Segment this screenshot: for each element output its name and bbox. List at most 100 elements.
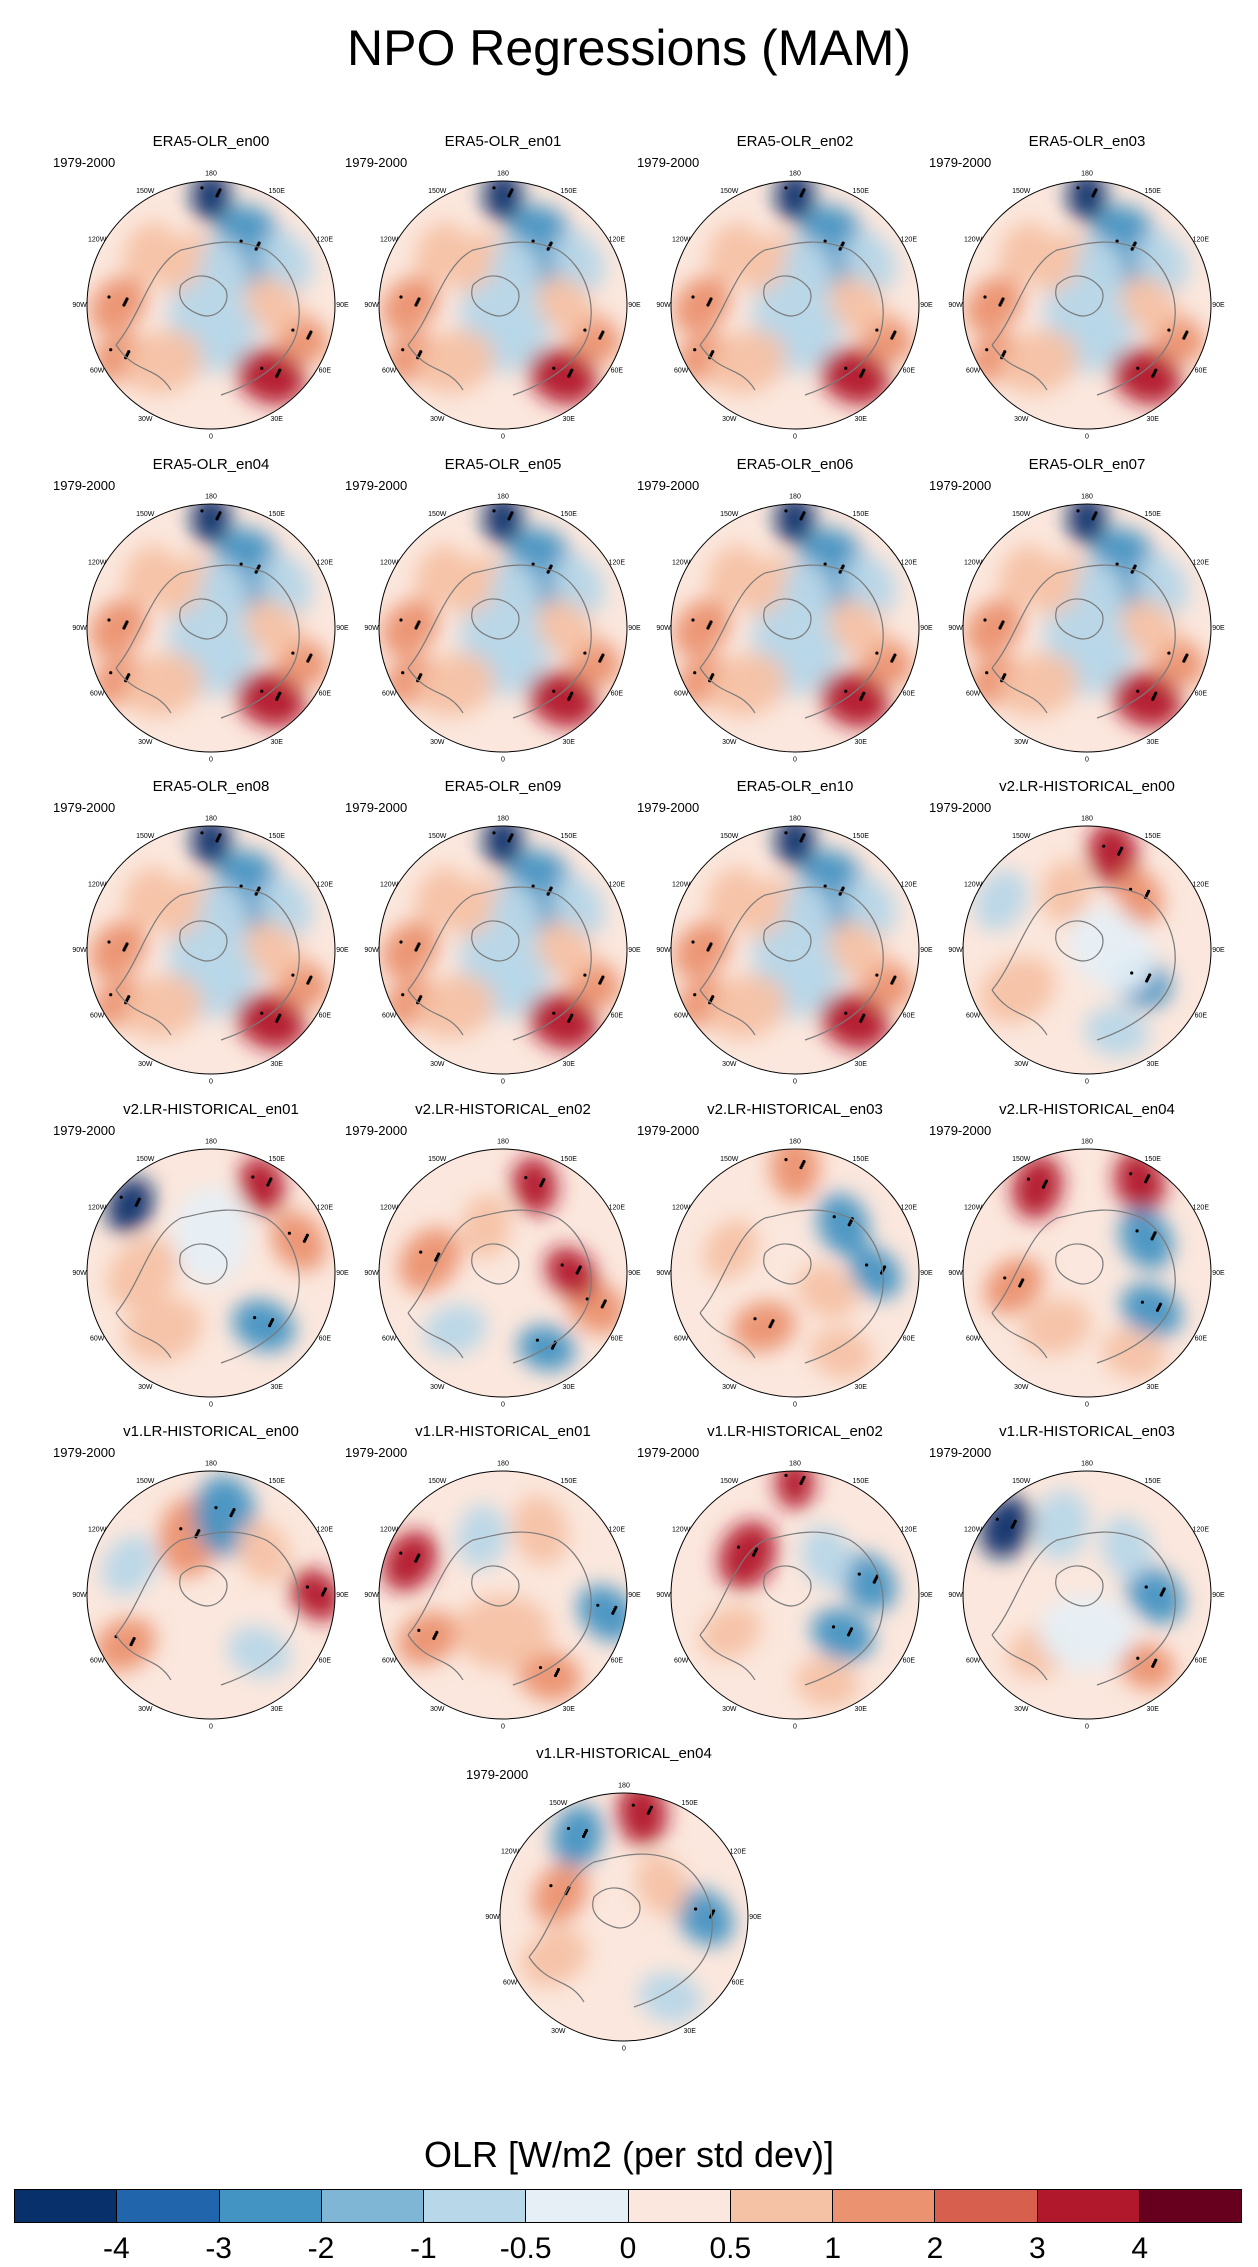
coastline: [991, 1209, 1176, 1364]
anomaly-region: [398, 1227, 461, 1293]
polar-map: 180 150E 120E 90E 60E 30E 0 30W 60W 90W 120W 150W: [485, 1783, 762, 2053]
longitude-label: 180: [789, 816, 801, 823]
map-border: [86, 503, 336, 753]
longitude-label: 60E: [1195, 1658, 1208, 1665]
map-border: [378, 1148, 628, 1398]
polar-map: 180 150E 120E 90E 60E 30E 0 30W 60W 90W 120W 150W: [364, 1461, 641, 1731]
significance-dot: [122, 303, 126, 307]
significance-dot: [646, 1811, 650, 1815]
anomaly-region: [700, 1605, 762, 1660]
longitude-label: 120W: [380, 559, 399, 566]
longitude-label: 0: [793, 1723, 797, 1730]
longitude-label: 60E: [319, 1013, 332, 1020]
significance-dot: [1026, 1177, 1030, 1181]
significance-dot: [890, 981, 894, 985]
panel-period: 1979-2000: [345, 155, 408, 170]
longitude-label: 120E: [901, 559, 918, 566]
significance-dot: [254, 892, 258, 896]
significance-dot: [546, 892, 550, 896]
map-panel: v1.LR-HISTORICAL_en04 180 150E 120E 90E 60E 30…: [466, 1745, 770, 2063]
longitude-label: 150E: [1145, 1478, 1162, 1485]
anomaly-region: [483, 504, 523, 545]
longitude-label: 120E: [317, 881, 334, 888]
anomaly-region: [454, 1595, 552, 1670]
significance-dot: [998, 626, 1002, 630]
longitude-label: 60E: [319, 691, 332, 698]
significance-dot: [546, 570, 550, 574]
anomaly-region: [191, 504, 231, 545]
polar-map: 180 150E 120E 90E 60E 30E 0 30W 60W 90W 120W 150W: [364, 1139, 641, 1409]
longitude-label: 150W: [1012, 1156, 1031, 1163]
longitude-label: 30W: [1014, 1061, 1029, 1068]
map-border: [962, 825, 1212, 1075]
significance-dot: [631, 1803, 635, 1807]
longitude-label: 30E: [562, 739, 575, 746]
anomaly-region: [490, 238, 541, 303]
map-border: [670, 1470, 920, 1720]
longitude-label: 60E: [732, 1980, 745, 1987]
significance-dot: [401, 993, 405, 997]
panel-period: 1979-2000: [345, 478, 408, 493]
longitude-label: 150E: [682, 1800, 699, 1807]
significance-dot: [291, 973, 295, 977]
longitude-label: 150E: [853, 1478, 870, 1485]
anomaly-region: [1119, 1208, 1173, 1270]
anomaly-region: [1112, 670, 1182, 728]
anomaly-region: [123, 1297, 203, 1363]
longitude-label: 90W: [72, 947, 87, 954]
map-panel: v1.LR-HISTORICAL_en02 180 150E 120E 90E 60E 30…: [637, 1423, 941, 1741]
coastline: [991, 241, 1176, 396]
map-panel: v1.LR-HISTORICAL_en00 180 150E 120E 90E 60E 30…: [53, 1423, 357, 1741]
map-border: [962, 1148, 1212, 1398]
longitude-label: 120W: [380, 1204, 399, 1211]
longitude-label: 60W: [966, 1658, 981, 1665]
longitude-label: 90E: [920, 947, 933, 954]
significance-dot: [275, 374, 279, 378]
anomaly-region: [512, 1495, 569, 1566]
anomaly-region: [706, 545, 760, 608]
panel-period: 1979-2000: [637, 1123, 700, 1138]
longitude-label: 90W: [656, 947, 671, 954]
map-panel: v2.LR-HISTORICAL_en04 180 150E 120E 90E 60E 30…: [929, 1101, 1233, 1419]
longitude-label: 30E: [562, 416, 575, 423]
map-border: [962, 180, 1212, 430]
polar-map: 180 150E 120E 90E 60E 30E 0 30W 60W 90W 120W 150W: [656, 171, 933, 441]
significance-dot: [823, 562, 827, 566]
panel-title: ERA5-OLR_en07: [1028, 456, 1146, 473]
significance-dot: [1144, 1585, 1148, 1589]
anomaly-region: [843, 876, 898, 938]
longitude-label: 150E: [1145, 188, 1162, 195]
significance-dot: [567, 374, 571, 378]
longitude-label: 60W: [674, 1658, 689, 1665]
longitude-label: 120W: [501, 1848, 520, 1855]
longitude-label: 150W: [136, 511, 155, 518]
significance-dot: [414, 1559, 418, 1563]
anomaly-region: [236, 347, 306, 405]
longitude-label: 90W: [948, 302, 963, 309]
longitude-label: 90W: [948, 1270, 963, 1277]
significance-dot: [306, 981, 310, 985]
longitude-label: 30E: [854, 416, 867, 423]
significance-dot: [239, 239, 243, 243]
colorbar-swatch: [526, 2190, 629, 2222]
significance-dot: [214, 1506, 218, 1510]
significance-dot: [857, 1572, 861, 1576]
longitude-label: 60W: [90, 1658, 105, 1665]
anomaly-region: [94, 1617, 156, 1672]
significance-dot: [1135, 1229, 1139, 1233]
significance-dot: [1151, 374, 1155, 378]
polar-map: 180 150E 120E 90E 60E 30E 0 30W 60W 90W 120W 150W: [364, 494, 641, 764]
panel-period: 1979-2000: [53, 1123, 116, 1138]
longitude-label: 120W: [672, 1526, 691, 1533]
map-border: [378, 180, 628, 430]
colorbar-tick-label: -2: [307, 2232, 335, 2265]
anomaly-region: [1120, 276, 1178, 334]
significance-dot: [306, 336, 310, 340]
longitude-label: 120W: [672, 236, 691, 243]
significance-dot: [1155, 1308, 1160, 1312]
colorbar-swatch: [730, 2190, 833, 2222]
longitude-label: 90E: [1212, 947, 1225, 954]
significance-dot: [260, 689, 264, 693]
longitude-label: 150W: [720, 1478, 739, 1485]
anomaly-region: [809, 1328, 874, 1379]
